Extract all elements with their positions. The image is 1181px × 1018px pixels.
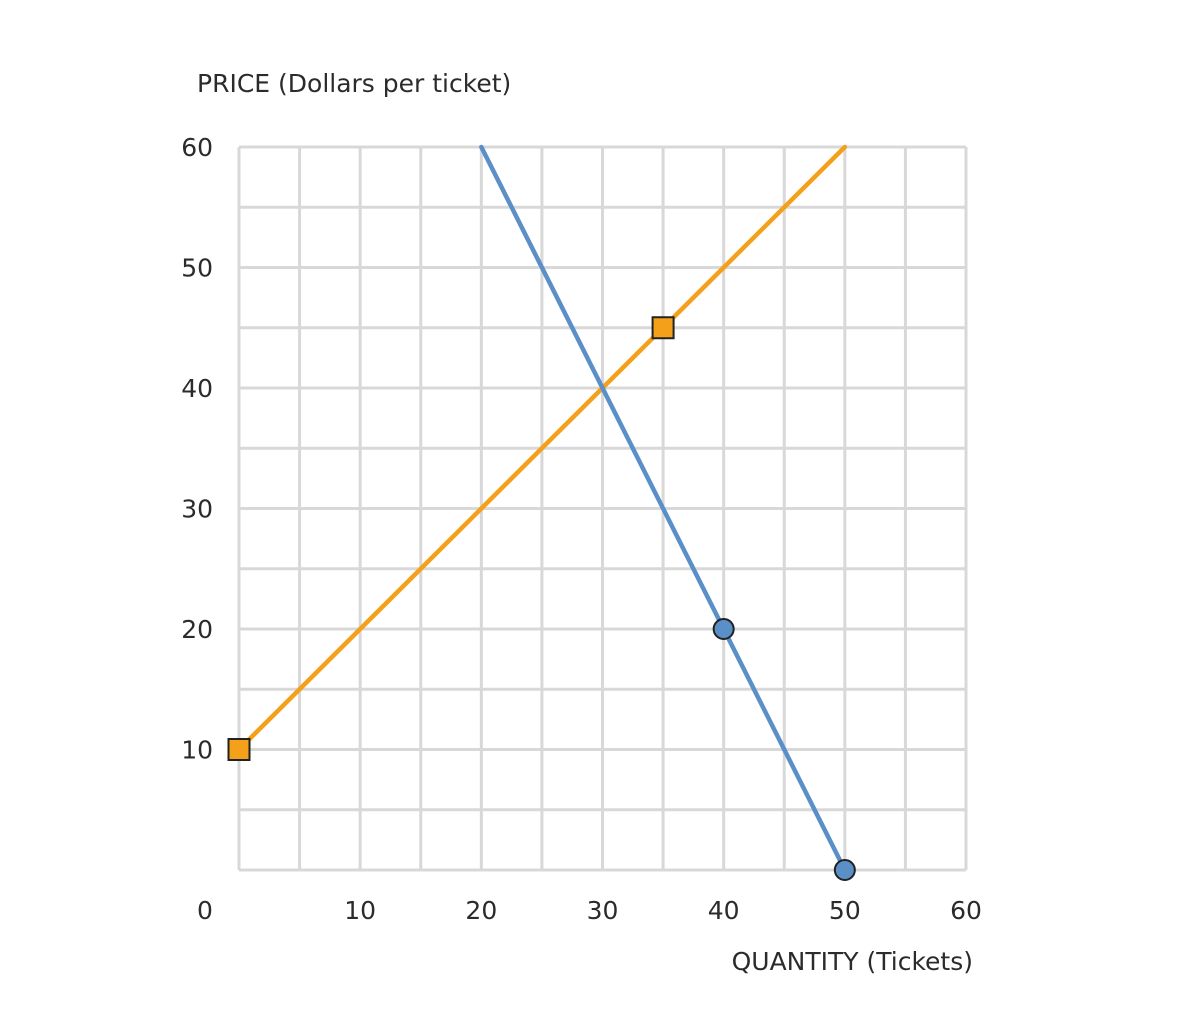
- x-tick-label: 10: [344, 896, 376, 925]
- y-axis-title: PRICE (Dollars per ticket): [197, 69, 511, 98]
- y-tick-label: 10: [181, 736, 213, 765]
- grid: [237, 145, 968, 872]
- x-tick-label: 40: [708, 896, 740, 925]
- square-point: [227, 738, 251, 761]
- series-line-2: [479, 144, 848, 873]
- circle-point: [712, 618, 735, 640]
- series-markers: [227, 316, 856, 881]
- y-tick-label: 30: [181, 495, 213, 524]
- x-axis-title: QUANTITY (Tickets): [732, 947, 973, 976]
- series-lines: [236, 144, 848, 873]
- x-tick-label: 0: [197, 896, 213, 925]
- x-tick-label: 50: [829, 896, 861, 925]
- y-tick-label: 40: [181, 374, 213, 403]
- y-tick-label: 20: [181, 615, 213, 644]
- y-tick-label: 60: [181, 133, 213, 162]
- circle-point: [833, 859, 856, 881]
- x-tick-label: 20: [465, 896, 497, 925]
- square-point: [651, 316, 675, 340]
- tick-labels: 0 10 20 30 40 50 60 60 50 40 30 20 10: [181, 133, 982, 925]
- x-tick-label: 60: [950, 896, 982, 925]
- y-tick-label: 50: [181, 254, 213, 283]
- x-tick-label: 30: [587, 896, 619, 925]
- series-line-1: [236, 144, 848, 752]
